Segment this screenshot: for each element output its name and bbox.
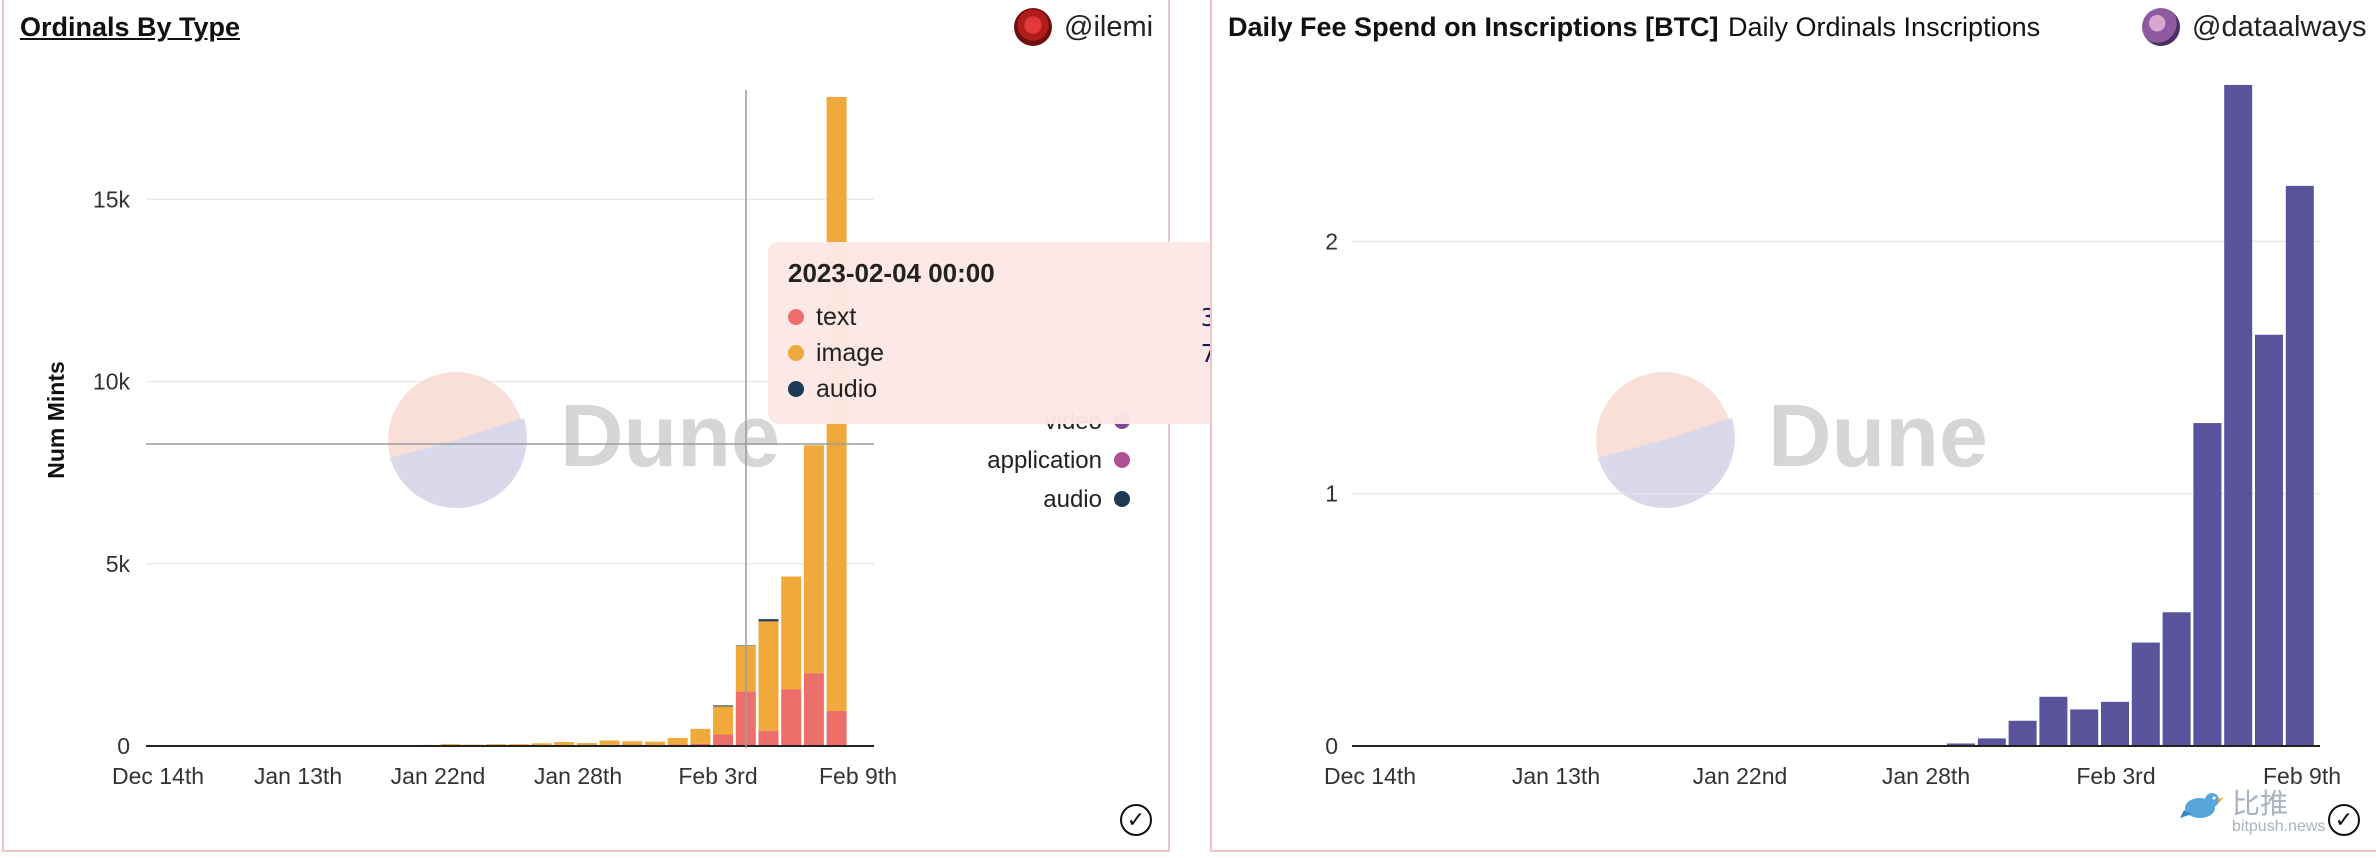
bar-text [826,711,847,746]
verified-check-icon[interactable]: ✓ [2328,804,2360,836]
x-tick-label: Jan 22nd [391,763,486,789]
bar-fee [2131,642,2160,746]
chart-daily-fee-spend: Dune 0 1 2 Dec 14th Jan 13th Jan 22nd Jan 28th… [1324,84,2341,789]
bar-image [803,445,824,674]
bar-text [713,734,734,746]
dune-logo [388,372,527,508]
y-tick-label: 1 [1325,481,1338,507]
y-tick-label: 5k [106,551,131,577]
tooltip-label: image [816,338,885,367]
bar-image [645,741,665,746]
tooltip-label: text [816,302,857,331]
chart-title-fee-spend[interactable]: Daily Fee Spend on Inscriptions [BTC] [1228,12,1719,42]
y-tick-label: 0 [117,733,130,759]
bar-image [690,728,711,744]
tooltip-row-image: image 770 [788,335,1246,371]
audio-dot-icon [788,381,804,397]
x-tick-label: Feb 3rd [678,763,757,789]
y-tick-label: 10k [93,369,131,395]
verified-check-icon[interactable]: ✓ [1120,804,1152,836]
y-axis-label: Num Mints [43,361,69,479]
tooltip-row-text: text 316 [788,299,1246,335]
x-tick-label: Jan 13th [254,763,342,789]
bar-image [440,744,461,746]
bar-image [508,744,529,746]
bar-image [599,740,620,745]
panel-ordinals-by-type: Ordinals By Type @ilemi Dune 0 5k 10k 15k De… [2,0,1266,852]
image-dot-icon [788,345,804,361]
bar-image [554,741,575,746]
legend-dot-icon [1114,452,1130,468]
x-tick-label: Jan 28th [534,763,622,789]
bar-image [622,741,643,745]
bar-text [781,689,802,746]
bar-image [713,706,734,735]
y-tick-label: 0 [1325,733,1338,759]
bar-text [758,730,779,746]
x-tick-label: Dec 14th [112,763,204,789]
bar-text [690,743,711,746]
bar-image [531,743,552,746]
bar-image [667,737,688,745]
bar-fee [2008,720,2037,746]
avatar [1014,8,1052,46]
tooltip-title: 2023-02-04 00:00 [788,258,995,288]
bar-fee [1977,738,2006,746]
bar-image [576,743,597,746]
panel-daily-fee-spend: Daily Fee Spend on Inscriptions [BTC] Da… [1210,0,2376,852]
dune-logo [1596,372,1735,508]
author-name: @dataalways [2192,10,2367,43]
legend-label: audio [1043,486,1102,513]
x-tick-label: Jan 28th [1882,763,1970,789]
chart-title-ordinals-by-type[interactable]: Ordinals By Type [20,12,241,42]
bar-image [758,621,779,731]
text-dot-icon [788,309,804,325]
dune-watermark: Dune [1768,386,1988,485]
bar-fee [2285,185,2314,746]
avatar [2142,8,2180,46]
bar-fee [2255,334,2283,746]
bar-fee [2162,612,2191,746]
bar-fee [2101,701,2129,746]
y-tick-label: 15k [93,186,131,212]
bar-fee [2039,696,2068,746]
bar-image [781,576,802,690]
chart-subtitle: Daily Ordinals Inscriptions [1728,12,2041,42]
bar-image [486,744,507,746]
author-ilemi[interactable]: @ilemi [1014,8,1153,46]
x-tick-label: Feb 9th [2263,763,2341,789]
dune-watermark: Dune [560,386,780,485]
x-tick-label: Dec 14th [1324,763,1416,789]
chart-ordinals-by-type: Dune 0 5k 10k 15k Dec 14th Jan 13th Jan 22nd Ja… [43,90,1130,789]
bar-fee [2224,84,2253,746]
bar-audio [713,705,734,707]
bitpush-watermark-sub: bitpush.news [2232,818,2326,835]
x-tick-label: Feb 9th [819,763,897,789]
y-tick-label: 2 [1325,228,1338,254]
bar-fee [2193,423,2222,746]
chart-tooltip: 2023-02-04 00:00 text 316 image 770 audi… [768,242,1266,424]
legend-dot-icon [1114,491,1130,507]
bar-fee [2070,709,2099,746]
bitpush-watermark: 比推 [2232,788,2289,819]
x-tick-label: Jan 13th [1512,763,1600,789]
tooltip-label: audio [816,374,878,403]
bar-text [803,673,824,746]
bird-logo-icon [2180,788,2224,822]
x-tick-label: Jan 22nd [1693,763,1788,789]
bar-audio [758,619,779,622]
author-dataalways[interactable]: @dataalways [2142,8,2367,46]
author-name: @ilemi [1064,10,1154,43]
tooltip-row-audio: audio 28 [788,371,1246,407]
x-tick-label: Feb 3rd [2076,763,2155,789]
bar-fee [1947,743,1975,746]
legend-label: application [987,447,1102,474]
